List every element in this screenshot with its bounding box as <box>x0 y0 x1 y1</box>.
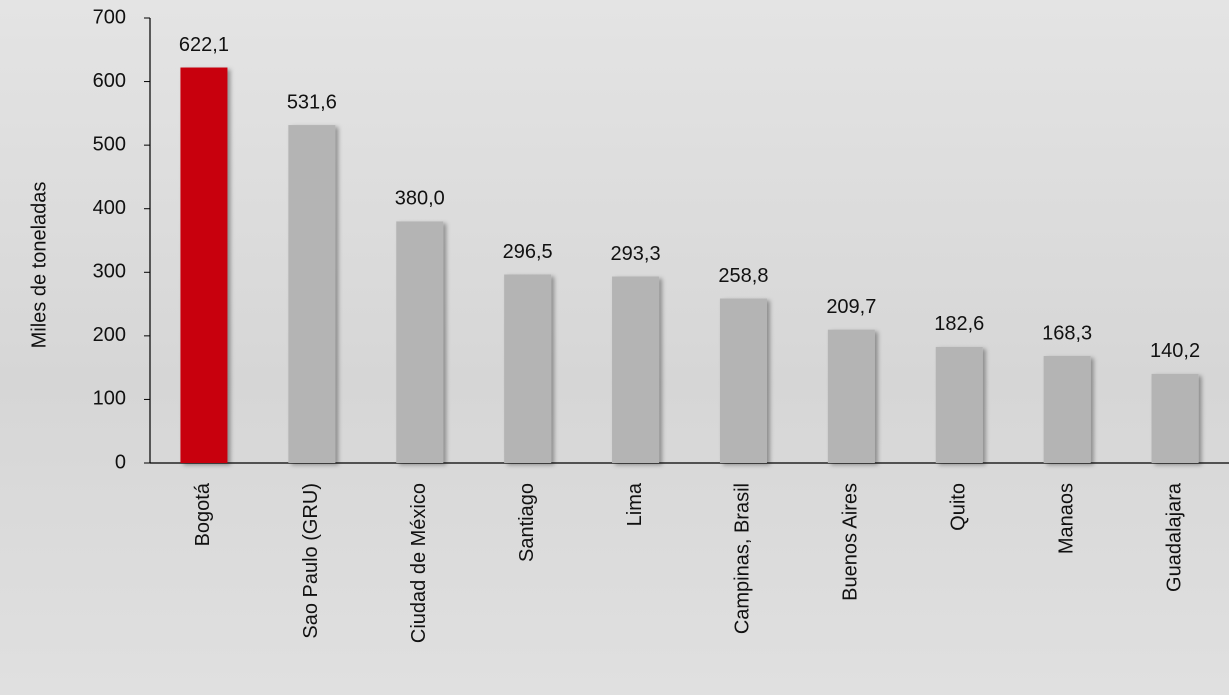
value-label: 168,3 <box>1042 322 1092 344</box>
bar <box>1151 373 1199 463</box>
value-label: 140,2 <box>1150 340 1200 362</box>
value-label: 258,8 <box>718 265 768 287</box>
bar <box>827 329 875 463</box>
bar <box>396 221 444 463</box>
bar <box>935 346 983 463</box>
y-tick-label: 300 <box>93 261 126 283</box>
bar <box>612 276 660 463</box>
x-tick-label: Ciudad de México <box>408 483 430 643</box>
value-label: 622,1 <box>179 34 229 56</box>
x-tick-label: Santiago <box>516 483 538 562</box>
bar <box>504 274 552 463</box>
y-axis-label: Miles de toneladas <box>28 182 50 349</box>
y-tick-label: 400 <box>93 197 126 219</box>
value-label: 182,6 <box>934 313 984 335</box>
y-tick-label: 500 <box>93 133 126 155</box>
y-tick-label: 200 <box>93 324 126 346</box>
x-tick-label: Guadalajara <box>1163 482 1185 592</box>
x-tick-label: Sao Paulo (GRU) <box>300 483 322 639</box>
value-label: 293,3 <box>611 243 661 265</box>
bar <box>180 67 228 463</box>
value-label: 531,6 <box>287 91 337 113</box>
y-tick-label: 700 <box>93 6 126 28</box>
value-label: 296,5 <box>503 241 553 263</box>
x-tick-label: Buenos Aires <box>840 483 862 601</box>
x-tick-label: Quito <box>948 483 970 531</box>
value-label: 380,0 <box>395 188 445 210</box>
bar <box>1043 356 1091 463</box>
x-tick-label: Bogotá <box>192 482 214 546</box>
x-tick-label: Lima <box>624 482 646 526</box>
bar <box>719 298 767 463</box>
x-tick-label: Manaos <box>1055 483 1077 554</box>
y-tick-label: 0 <box>115 451 126 473</box>
y-tick-label: 100 <box>93 388 126 410</box>
value-label: 209,7 <box>826 296 876 318</box>
x-tick-label: Campinas, Brasil <box>732 483 754 634</box>
bar <box>288 125 336 463</box>
y-tick-label: 600 <box>93 70 126 92</box>
